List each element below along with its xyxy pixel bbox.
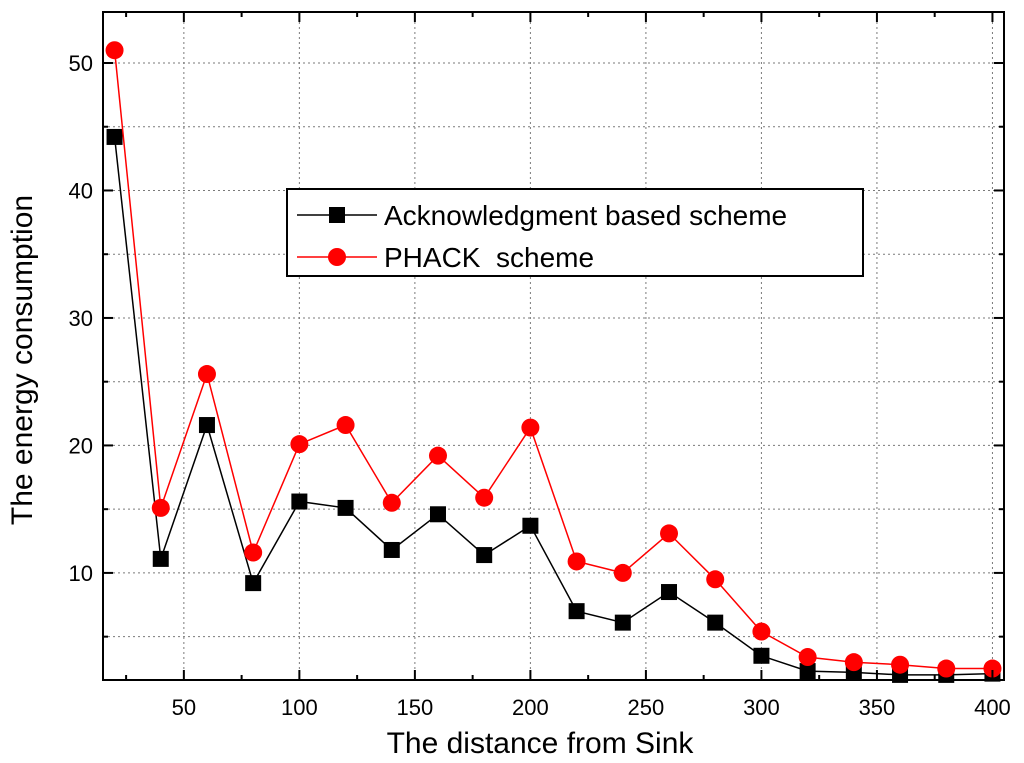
grid-lines — [103, 12, 1004, 680]
data-point-ack — [429, 506, 446, 523]
x-tick-label: 400 — [974, 695, 1011, 720]
data-point-ack — [522, 517, 539, 534]
data-point-phack — [891, 655, 910, 674]
data-point-ack — [383, 541, 400, 558]
data-point-phack — [105, 41, 124, 60]
y-tick-label: 30 — [69, 306, 93, 331]
data-point-ack — [707, 614, 724, 631]
data-point-phack — [660, 524, 679, 543]
y-tick-label: 20 — [69, 433, 93, 458]
data-point-phack — [937, 659, 956, 678]
legend-marker-ack — [329, 207, 345, 223]
data-point-ack — [106, 128, 123, 145]
data-point-phack — [613, 563, 632, 582]
x-tick-label: 100 — [281, 695, 318, 720]
data-point-ack — [152, 550, 169, 567]
x-tick-label: 50 — [172, 695, 196, 720]
y-tick-label: 10 — [69, 561, 93, 586]
data-point-phack — [844, 653, 863, 672]
data-point-phack — [290, 435, 309, 454]
plot-frame — [102, 11, 1005, 681]
y-tick-label: 50 — [69, 51, 93, 76]
data-point-phack — [428, 446, 447, 465]
data-point-ack — [337, 499, 354, 516]
data-point-ack — [614, 614, 631, 631]
axis-ticks: 50 100 150 200 250 300 350 400 10 20 30 40 50 — [69, 12, 1011, 720]
data-point-ack — [245, 575, 262, 592]
data-point-phack — [475, 488, 494, 507]
data-point-phack — [151, 498, 170, 517]
y-tick-label: 40 — [69, 178, 93, 203]
data-point-ack — [799, 663, 816, 680]
data-point-phack — [567, 552, 586, 571]
legend-marker-phack — [328, 248, 346, 266]
x-tick-label: 250 — [628, 695, 665, 720]
legend-label-phack: PHACK scheme — [384, 242, 594, 273]
data-point-ack — [291, 493, 308, 510]
data-point-ack — [198, 417, 215, 434]
x-tick-label: 150 — [397, 695, 434, 720]
series-layer — [105, 41, 1002, 683]
data-point-ack — [753, 647, 770, 664]
data-point-phack — [983, 659, 1002, 678]
data-point-phack — [521, 418, 540, 437]
x-tick-label: 200 — [512, 695, 549, 720]
data-point-phack — [244, 543, 263, 562]
data-point-ack — [568, 603, 585, 620]
x-tick-label: 350 — [859, 695, 896, 720]
legend: Acknowledgment based scheme PHACK scheme — [286, 188, 864, 277]
data-point-phack — [336, 416, 355, 435]
data-point-ack — [661, 584, 678, 601]
x-axis-title: The distance from Sink — [387, 727, 695, 760]
data-point-phack — [798, 648, 817, 667]
legend-label-ack: Acknowledgment based scheme — [384, 200, 787, 231]
x-tick-label: 300 — [743, 695, 780, 720]
y-axis-title: The energy consumption — [6, 195, 39, 525]
data-point-ack — [476, 547, 493, 564]
data-point-phack — [752, 622, 771, 641]
data-point-phack — [706, 570, 725, 589]
data-point-phack — [382, 493, 401, 512]
legend-box — [286, 188, 864, 277]
data-point-phack — [197, 365, 216, 384]
